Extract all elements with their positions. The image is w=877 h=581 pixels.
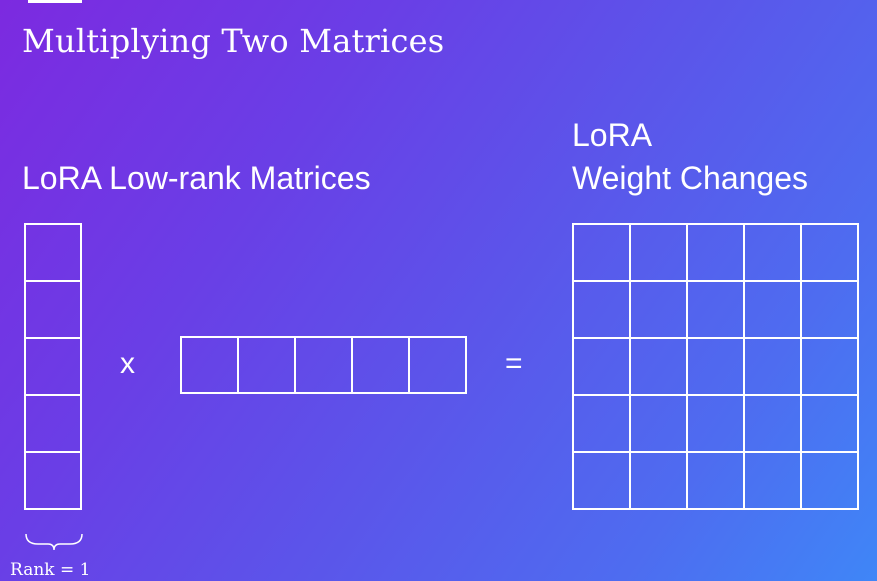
top-tab-marker — [28, 0, 82, 3]
result-matrix-cell — [743, 223, 802, 282]
result-matrix-cell — [743, 280, 802, 339]
column-vector-cell — [24, 280, 82, 339]
result-matrix-cell — [629, 223, 688, 282]
rank-brace — [25, 533, 83, 551]
result-matrix-cell — [800, 223, 859, 282]
result-matrix-cell — [686, 223, 745, 282]
column-vector-cell — [24, 394, 82, 453]
multiply-operator: x — [120, 347, 135, 380]
low-rank-matrices-label: LoRA Low-rank Matrices — [22, 160, 371, 196]
row-vector-cell — [294, 336, 353, 394]
result-matrix-cell — [743, 451, 802, 510]
result-matrix-cell — [743, 337, 802, 396]
result-matrix-cell — [686, 280, 745, 339]
result-matrix-cell — [629, 394, 688, 453]
weight-changes-label-line1: LoRA — [572, 117, 653, 153]
result-matrix-cell — [743, 394, 802, 453]
result-matrix — [572, 223, 859, 510]
result-matrix-cell — [800, 394, 859, 453]
rank-label: Rank = 1 — [10, 560, 91, 580]
result-matrix-cell — [629, 337, 688, 396]
result-matrix-cell — [572, 280, 631, 339]
result-matrix-cell — [629, 451, 688, 510]
result-matrix-cell — [629, 280, 688, 339]
row-vector-cell — [351, 336, 410, 394]
column-vector-matrix — [24, 223, 82, 510]
result-matrix-cell — [572, 451, 631, 510]
row-vector-cell — [237, 336, 296, 394]
result-matrix-cell — [686, 337, 745, 396]
result-matrix-cell — [572, 223, 631, 282]
result-matrix-cell — [686, 451, 745, 510]
result-matrix-cell — [800, 337, 859, 396]
result-matrix-cell — [572, 337, 631, 396]
result-matrix-cell — [572, 394, 631, 453]
equals-operator: = — [505, 347, 523, 380]
slide-title: Multiplying Two Matrices — [22, 22, 445, 60]
row-vector-matrix — [180, 336, 467, 394]
result-matrix-cell — [800, 451, 859, 510]
column-vector-cell — [24, 337, 82, 396]
result-matrix-cell — [800, 280, 859, 339]
weight-changes-label-line2: Weight Changes — [572, 160, 808, 196]
column-vector-cell — [24, 451, 82, 510]
row-vector-cell — [180, 336, 239, 394]
row-vector-cell — [408, 336, 467, 394]
result-matrix-cell — [686, 394, 745, 453]
column-vector-cell — [24, 223, 82, 282]
